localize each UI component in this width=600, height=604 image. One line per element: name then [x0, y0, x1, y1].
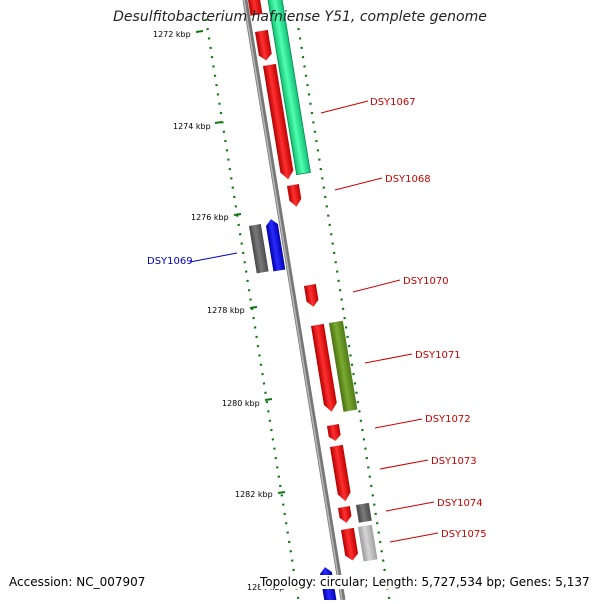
gene-feature-dsy1070[interactable]	[304, 284, 319, 308]
gene-feature-dsy1068[interactable]	[287, 184, 302, 208]
gene-feature-gray[interactable]	[249, 224, 269, 273]
scale-label: 1278 kbp	[207, 306, 245, 315]
gene-label-dsy1070[interactable]: DSY1070	[403, 276, 449, 287]
genome-title: Desulfitobacterium hafniense Y51, comple…	[0, 9, 600, 25]
gene-label-dsy1072[interactable]: DSY1072	[425, 414, 471, 425]
gene-feature-dsy1072[interactable]	[327, 424, 341, 442]
gene-labels: DSY1067 DSY1068 DSY1069 DSY1070 DSY1071 …	[147, 97, 487, 540]
scale-label: 1272 kbp	[153, 30, 191, 39]
scale-label: 1274 kbp	[173, 122, 211, 131]
gene-leader-lines	[190, 101, 438, 542]
genome-summary-text: Topology: circular; Length: 5,727,534 bp…	[260, 575, 590, 589]
scale-label: 1280 kbp	[222, 399, 260, 408]
gene-label-dsy1067[interactable]: DSY1067	[370, 97, 416, 108]
accession-text: Accession: NC_007907	[9, 575, 145, 589]
gene-feature-red[interactable]	[338, 506, 352, 524]
gene-feature-dsy1075[interactable]	[358, 525, 377, 562]
gene-label-dsy1074[interactable]: DSY1074	[437, 498, 483, 509]
gene-label-dsy1075[interactable]: DSY1075	[441, 529, 487, 540]
gene-label-dsy1073[interactable]: DSY1073	[431, 456, 477, 467]
gene-label-dsy1071[interactable]: DSY1071	[415, 350, 461, 361]
gene-label-dsy1069[interactable]: DSY1069	[147, 256, 193, 267]
scale-label: 1276 kbp	[191, 213, 229, 222]
gene-feature-red[interactable]	[341, 528, 359, 562]
gene-features	[248, 0, 378, 600]
gene-feature-dsy1073[interactable]	[330, 445, 352, 502]
gene-label-dsy1068[interactable]: DSY1068	[385, 174, 431, 185]
gene-feature-dsy1074[interactable]	[356, 503, 372, 523]
scale-label: 1282 kbp	[235, 490, 273, 499]
gene-feature-red[interactable]	[255, 30, 273, 62]
